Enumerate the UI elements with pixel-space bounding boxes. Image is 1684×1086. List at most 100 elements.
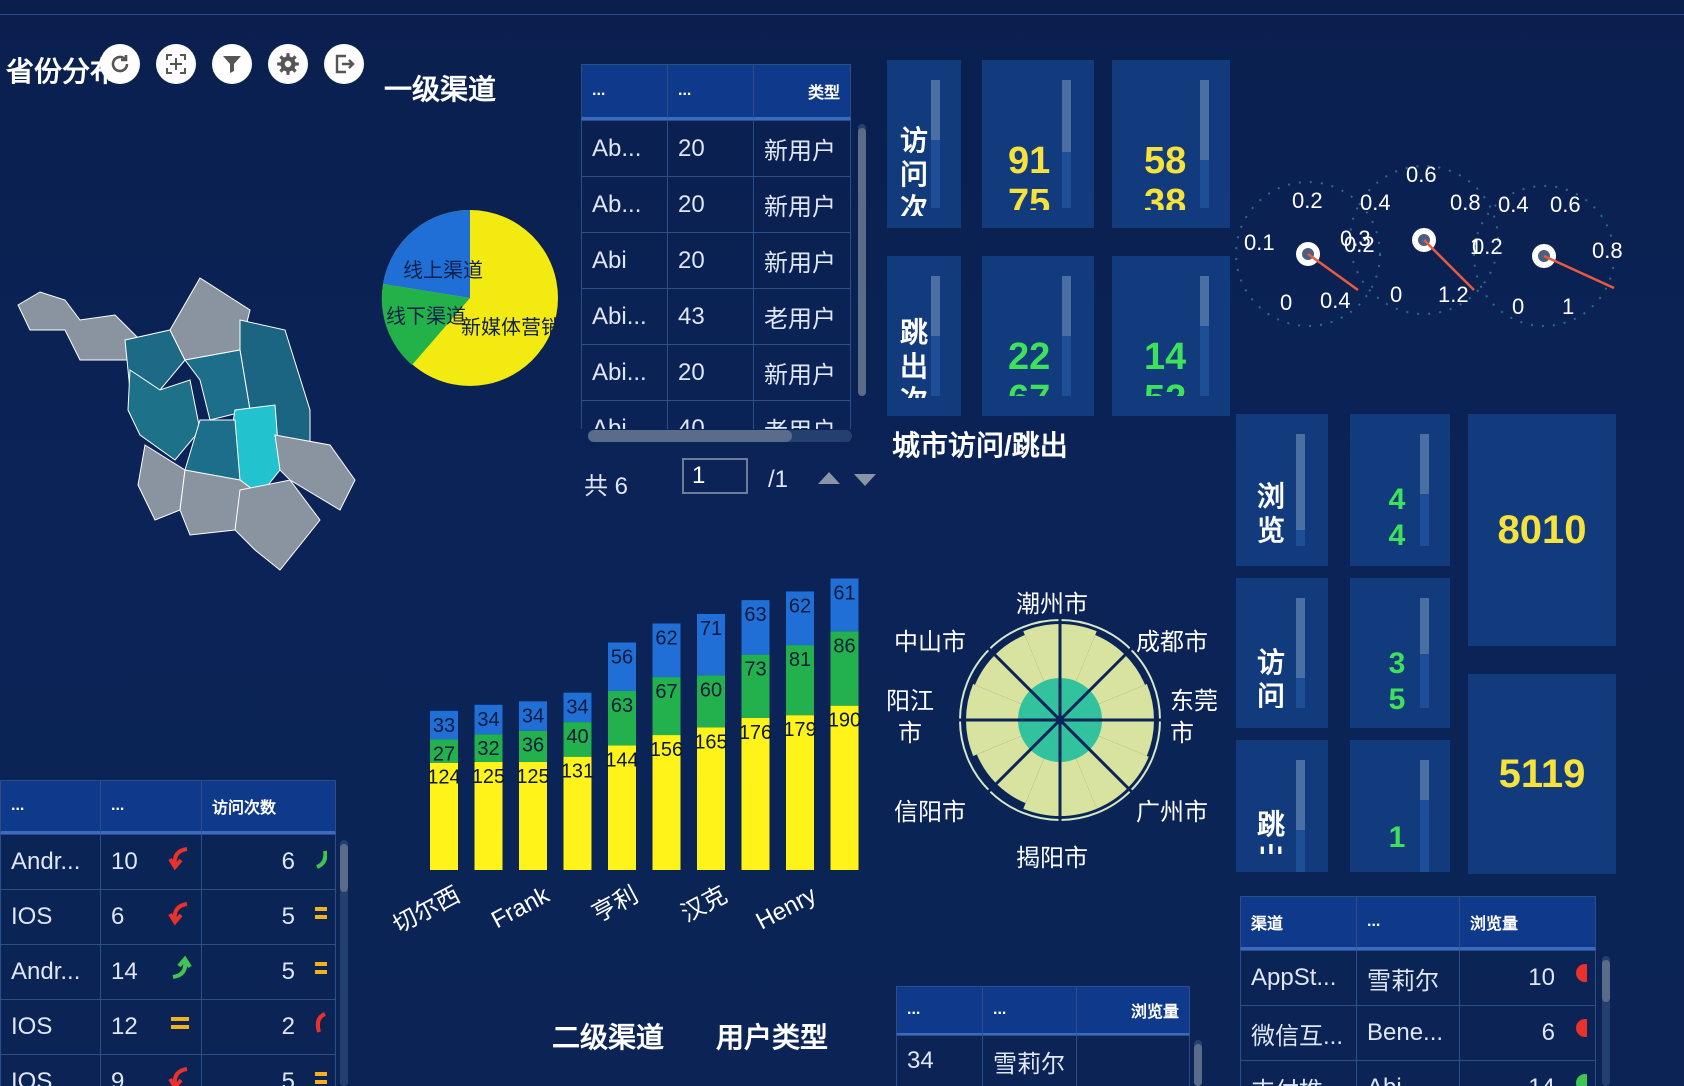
bar-segment[interactable]: [830, 705, 859, 870]
bar-segment[interactable]: [697, 613, 725, 676]
tableR-header-1[interactable]: 渠道: [1240, 896, 1357, 950]
gauge-1[interactable]: [1235, 181, 1381, 327]
bar-segment[interactable]: [786, 645, 814, 716]
bar-segment[interactable]: [608, 642, 636, 691]
table_right-cell[interactable]: 支付推...: [1240, 1060, 1357, 1086]
tableM-cell[interactable]: 雪莉尔: [982, 1035, 1077, 1086]
page-up-icon[interactable]: [818, 470, 840, 484]
table_right-cell[interactable]: 6: [1459, 1005, 1596, 1061]
tableR-header-3[interactable]: 浏览量: [1459, 896, 1596, 950]
table_left-cell[interactable]: 6: [201, 834, 336, 890]
tableL-vscroll[interactable]: [340, 840, 348, 1086]
table_right-cell[interactable]: 微信互...: [1240, 1005, 1357, 1061]
table1-cell[interactable]: 新用户: [753, 232, 851, 289]
bar-segment[interactable]: [697, 727, 725, 870]
bar-segment[interactable]: [474, 734, 503, 762]
table_left-cell[interactable]: IOS: [0, 889, 101, 945]
table_left-cell[interactable]: 2: [201, 999, 336, 1055]
table_left-cell[interactable]: 14: [100, 944, 202, 1000]
fullscreen-button[interactable]: [156, 44, 196, 84]
table1-cell[interactable]: Abi...: [581, 288, 668, 345]
bar-segment[interactable]: [830, 578, 859, 632]
table_left-cell[interactable]: 6: [100, 889, 202, 945]
bar-segment[interactable]: [741, 600, 770, 655]
bar-segment[interactable]: [652, 623, 681, 678]
bar-segment[interactable]: [830, 631, 859, 706]
table1-cell[interactable]: 老用户: [753, 288, 851, 345]
table_left-cell[interactable]: 5: [201, 889, 336, 945]
table_left-cell[interactable]: 9: [100, 1054, 202, 1086]
table1-hscroll[interactable]: [588, 430, 852, 442]
table1-page-input[interactable]: [682, 458, 748, 494]
table1-header-1[interactable]: ...: [581, 64, 668, 120]
filter-button[interactable]: [212, 44, 252, 84]
table_left-cell[interactable]: IOS: [0, 999, 101, 1055]
bar-segment[interactable]: [519, 730, 547, 762]
tableM-vscroll[interactable]: [1194, 1040, 1202, 1086]
gauge-2[interactable]: [1349, 165, 1499, 315]
export-button[interactable]: [324, 44, 364, 84]
bar-segment[interactable]: [741, 717, 770, 870]
pie-slice-online[interactable]: [383, 209, 470, 298]
table1-cell[interactable]: 20: [667, 232, 754, 289]
tableM-cell[interactable]: 34: [896, 1035, 983, 1086]
province-map[interactable]: [10, 270, 390, 620]
bar-segment[interactable]: [563, 756, 592, 870]
table1-cell[interactable]: 新用户: [753, 344, 851, 401]
bar-segment[interactable]: [786, 591, 814, 646]
refresh-button[interactable]: [100, 44, 140, 84]
tableL-header-1[interactable]: ...: [0, 780, 101, 834]
tableR-header-2[interactable]: ...: [1356, 896, 1460, 950]
bar-segment[interactable]: [652, 677, 681, 736]
tableL-header-3[interactable]: 访问次数: [201, 780, 336, 834]
tableL-header-2[interactable]: ...: [100, 780, 202, 834]
bar-segment[interactable]: [474, 761, 503, 870]
table_right-cell[interactable]: 雪莉尔: [1356, 950, 1460, 1006]
table1-cell[interactable]: Abi: [581, 232, 668, 289]
table_right-cell[interactable]: Abi...: [1356, 1060, 1460, 1086]
table_left-cell[interactable]: 10: [100, 834, 202, 890]
table_right-cell[interactable]: 10: [1459, 950, 1596, 1006]
city-polar-chart[interactable]: [940, 600, 1180, 840]
bar-segment[interactable]: [697, 675, 725, 728]
table1-cell[interactable]: 20: [667, 344, 754, 401]
bar-segment[interactable]: [430, 710, 458, 740]
table_left-cell[interactable]: Andr...: [0, 834, 101, 890]
table_right-cell[interactable]: Bene...: [1356, 1005, 1460, 1061]
bar-segment[interactable]: [474, 704, 503, 735]
table_left-cell[interactable]: 5: [201, 1054, 336, 1086]
table_left-cell[interactable]: 12: [100, 999, 202, 1055]
bar-segment[interactable]: [563, 722, 592, 757]
table1-cell[interactable]: 40: [667, 400, 754, 429]
table1-cell[interactable]: Abi...: [581, 344, 668, 401]
table1-cell[interactable]: 新用户: [753, 120, 851, 177]
tableM-cell[interactable]: [1076, 1035, 1190, 1086]
table_left-cell[interactable]: IOS: [0, 1054, 101, 1086]
table_right-cell[interactable]: AppSt...: [1240, 950, 1357, 1006]
bar-segment[interactable]: [608, 690, 636, 746]
bar-segment[interactable]: [741, 654, 770, 718]
table_left-cell[interactable]: Andr...: [0, 944, 101, 1000]
tableM-header-1[interactable]: ...: [896, 986, 983, 1036]
table1-cell[interactable]: 43: [667, 288, 754, 345]
table1-cell[interactable]: 老用户: [753, 400, 851, 429]
bar-segment[interactable]: [519, 761, 547, 870]
table1-header-2[interactable]: ...: [667, 64, 754, 120]
tableM-header-3[interactable]: 浏览量: [1076, 986, 1190, 1036]
table1-cell[interactable]: 新用户: [753, 176, 851, 233]
table1-cell[interactable]: 20: [667, 120, 754, 177]
bar-segment[interactable]: [608, 745, 636, 870]
table1-cell[interactable]: Abi...: [581, 400, 668, 429]
pie-slice-offline[interactable]: [381, 284, 470, 365]
bar-segment[interactable]: [430, 762, 458, 870]
table1-vscroll[interactable]: [858, 124, 866, 396]
bar-segment[interactable]: [563, 692, 592, 723]
channel-pie-chart[interactable]: [380, 208, 560, 388]
table_left-cell[interactable]: 5: [201, 944, 336, 1000]
bar-segment[interactable]: [519, 701, 547, 731]
table1-cell[interactable]: Ab...: [581, 120, 668, 177]
tableM-header-2[interactable]: ...: [982, 986, 1077, 1036]
table1-cell[interactable]: 20: [667, 176, 754, 233]
table1-cell[interactable]: Ab...: [581, 176, 668, 233]
